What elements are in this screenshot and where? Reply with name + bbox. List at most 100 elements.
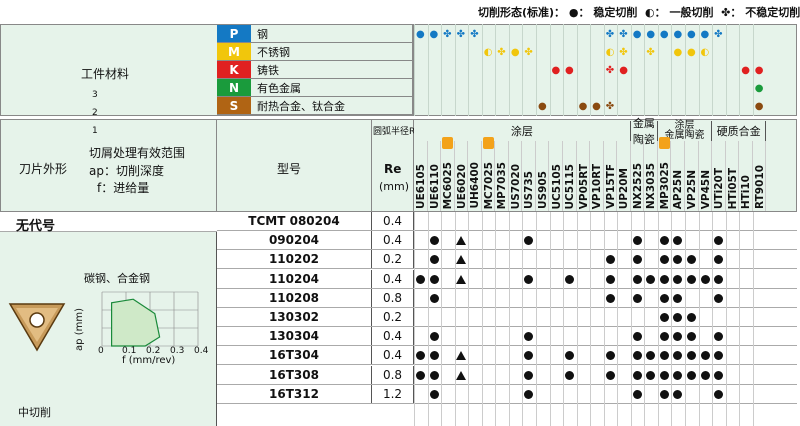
ap-label: ap：切削深度 — [89, 164, 164, 178]
model-cell: 130304 — [217, 327, 372, 346]
grade-mc7025: MC7025 — [482, 137, 496, 211]
suitability-icon: ● — [659, 29, 669, 40]
stock-icon — [565, 351, 575, 361]
table-row: 110204 0.4 — [217, 269, 797, 289]
re-cell: 1.2 — [372, 384, 414, 403]
stock-icon — [714, 351, 724, 361]
grade-divider — [617, 24, 619, 116]
grid-line — [454, 212, 456, 426]
stock-icon — [646, 274, 656, 284]
table-row: TCMT 080204 0.4 — [217, 212, 797, 231]
stock-icon — [700, 274, 710, 284]
stock-icon — [632, 389, 642, 399]
stock-icon — [429, 389, 439, 399]
stock-icon — [632, 255, 642, 265]
grid-line — [576, 212, 578, 426]
triangle-insert-icon — [8, 303, 66, 352]
suitability-icon: ✤ — [443, 29, 452, 40]
re-cell: 0.4 — [372, 346, 414, 365]
grade-divider — [590, 24, 592, 116]
stock-icon — [524, 274, 534, 284]
model-cell: 16T312 — [217, 384, 372, 403]
model-cell: 130302 — [217, 308, 372, 326]
re-cell: 0.2 — [372, 250, 414, 269]
insert-shape-label: 刀片外形 — [19, 162, 68, 176]
stock-icon — [632, 236, 642, 246]
grade-ap25n: AP25N — [671, 141, 685, 211]
model-cell: 16T308 — [217, 365, 372, 384]
grade-divider — [549, 24, 551, 116]
stock-icon — [632, 274, 642, 284]
stock-icon — [632, 293, 642, 303]
suitability-icon: ● — [510, 47, 520, 58]
stock-icon — [605, 370, 615, 380]
table-row: 16T312 1.2 — [217, 384, 797, 404]
grade-uc5115: UC5115 — [563, 141, 577, 211]
stock-icon — [700, 370, 710, 380]
stock-new-icon — [456, 255, 467, 265]
stock-icon — [714, 332, 724, 342]
grid-line — [495, 212, 497, 426]
grade-divider — [671, 24, 673, 116]
legend-unstable: 不稳定切削 — [745, 6, 800, 19]
grade-us7020: US7020 — [509, 141, 523, 211]
grid-line — [712, 212, 714, 426]
grid-line — [685, 212, 686, 426]
stock-icon — [429, 293, 439, 303]
grid-line — [468, 212, 470, 426]
stock-icon — [673, 332, 683, 342]
suitability-icon: ● — [754, 101, 764, 112]
stock-icon — [659, 370, 669, 380]
grade-divider — [508, 24, 510, 116]
grade-divider — [644, 24, 646, 116]
stock-icon — [429, 370, 439, 380]
general-icon: ◐ — [641, 6, 655, 19]
suitability-icon: ● — [416, 29, 425, 40]
suitability-icon: ✤ — [605, 29, 615, 40]
stock-icon — [605, 274, 615, 284]
stock-icon — [659, 274, 669, 284]
grade-group-2: 涂层 金属陶瓷 — [658, 121, 713, 141]
grid-line — [739, 212, 741, 426]
stock-icon — [659, 313, 669, 322]
stock-icon — [524, 389, 534, 399]
suitability-icon: ● — [754, 65, 764, 76]
suitability-icon: ● — [741, 65, 750, 76]
grade-divider — [495, 24, 497, 116]
model-cell: 110202 — [217, 250, 372, 269]
grade-group-0: 涂层 — [414, 121, 631, 141]
suitability-icon: ◐ — [605, 47, 615, 58]
suitability-icon: ✤ — [456, 29, 466, 40]
grade-mp3025: MP3025 — [658, 137, 672, 211]
grid-line — [671, 212, 673, 426]
material-name: 有色金属 — [257, 81, 301, 95]
re-cell: 0.4 — [372, 231, 414, 250]
grid-line — [617, 212, 619, 426]
suitability-icon: ● — [578, 101, 588, 112]
x-tick: 0.3 — [170, 346, 185, 356]
stock-icon — [673, 313, 683, 322]
grade-divider — [685, 24, 686, 116]
stock-icon — [565, 370, 575, 380]
stock-icon — [687, 313, 696, 322]
material-code: P — [217, 25, 251, 42]
grid-line — [563, 212, 565, 426]
stock-icon — [687, 255, 696, 265]
grade-vp45n: VP45N — [699, 141, 713, 211]
section-label: 中切削 — [18, 406, 51, 419]
material-row-s: S 耐热合金、钛合金 — [217, 97, 413, 115]
stock-icon — [646, 370, 656, 380]
grade-divider — [698, 24, 700, 116]
suitability-icon: ● — [429, 29, 439, 40]
suitability-icon: ● — [687, 29, 696, 40]
unstable-icon: ✤ — [717, 6, 731, 19]
grade-divider — [414, 24, 415, 116]
stock-icon — [416, 274, 425, 284]
suitability-icon: ✤ — [605, 65, 615, 76]
material-row-k: K 铸铁 — [217, 61, 413, 79]
model-cell: 16T304 — [217, 346, 372, 365]
grade-divider — [752, 24, 754, 116]
grade-group-3: 硬质合金 — [712, 121, 767, 141]
re-cell: 0.4 — [372, 212, 414, 230]
x-tick: 0.2 — [146, 346, 161, 356]
